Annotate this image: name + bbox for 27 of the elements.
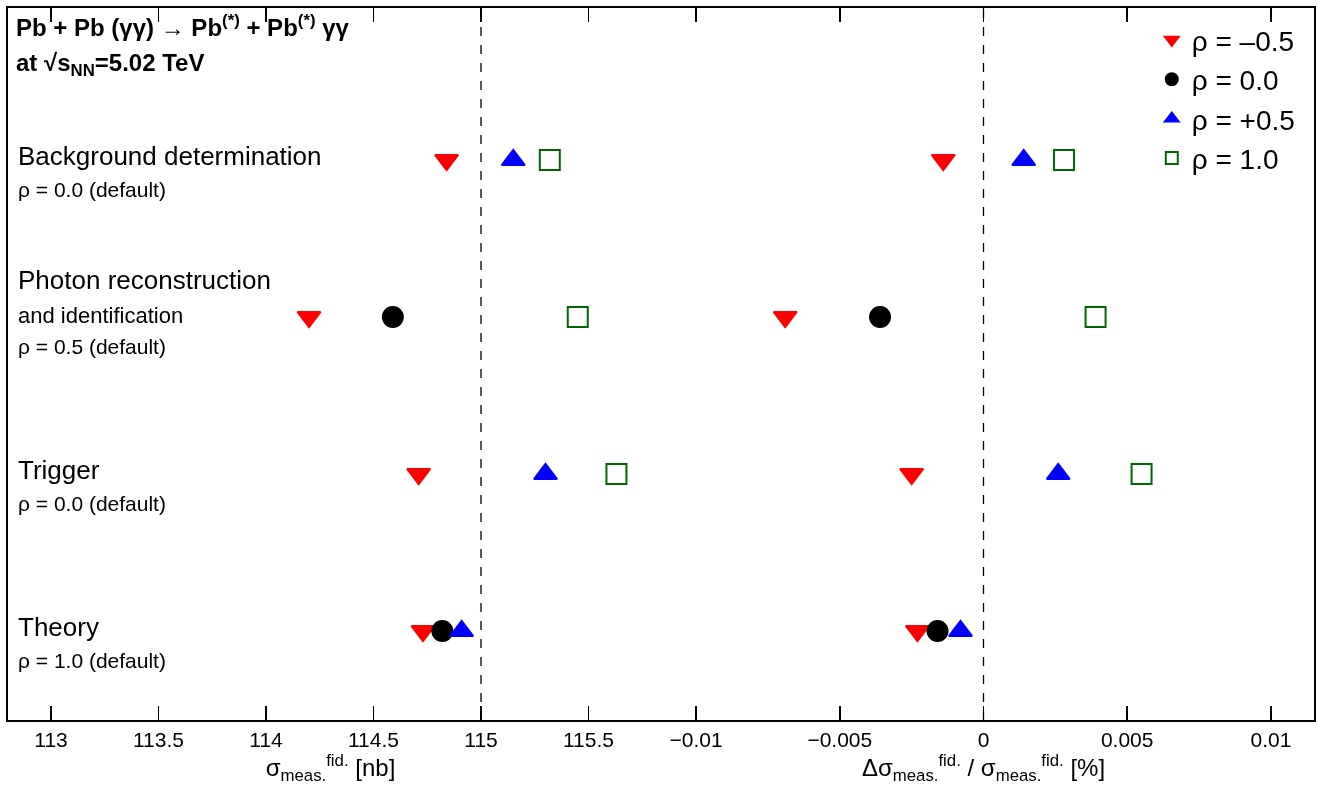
x-tick-label: 114.5 bbox=[348, 728, 399, 752]
text: at √s$_{NN}$=5.02 TeV bbox=[16, 49, 205, 81]
chart-title: Pb + Pb (γγ) → Pb$^{(*)}$ + Pb$^{(*)}$ γγ bbox=[16, 11, 350, 42]
legend-label: ρ = 0.0 bbox=[1191, 65, 1279, 97]
annotation: ρ = 1.0 (default) bbox=[18, 649, 166, 672]
x-axis-title: σ$_{meas.}$$^{fid.}$ [nb] bbox=[265, 751, 396, 786]
x-tick-label: −0.005 bbox=[807, 728, 873, 752]
x-tick-label: −0.01 bbox=[669, 728, 723, 752]
x-tick-label: 0.01 bbox=[1250, 728, 1292, 752]
y-tick-label: Theory bbox=[18, 612, 99, 642]
legend-label: ρ = –0.5 bbox=[1191, 25, 1295, 57]
y-tick-label: Trigger bbox=[18, 455, 100, 485]
x-tick-label: 115 bbox=[464, 728, 498, 752]
annotation: ρ = 0.0 (default) bbox=[18, 492, 166, 515]
y-tick-label: Photon reconstruction and identification bbox=[18, 265, 271, 328]
x-tick-label: 113.5 bbox=[133, 728, 184, 752]
annotation: ρ = 0.0 (default) bbox=[18, 178, 166, 201]
x-tick-label: 0 bbox=[977, 728, 990, 752]
annotation: ρ = 0.5 (default) bbox=[18, 335, 166, 358]
y-tick-label: Background determination bbox=[18, 141, 322, 171]
legend-label: ρ = 1.0 bbox=[1191, 143, 1279, 175]
x-tick-label: 114 bbox=[249, 728, 284, 752]
legend-label: ρ = +0.5 bbox=[1191, 104, 1295, 136]
x-axis-title: Δσ$_{meas.}$$^{fid.}$ / σ$_{meas.}$$^{fid.}$ [%] bbox=[861, 751, 1106, 786]
x-tick-label: 113 bbox=[34, 728, 68, 752]
x-tick-label: 115.5 bbox=[563, 728, 614, 752]
x-tick-label: 0.005 bbox=[1100, 728, 1154, 752]
